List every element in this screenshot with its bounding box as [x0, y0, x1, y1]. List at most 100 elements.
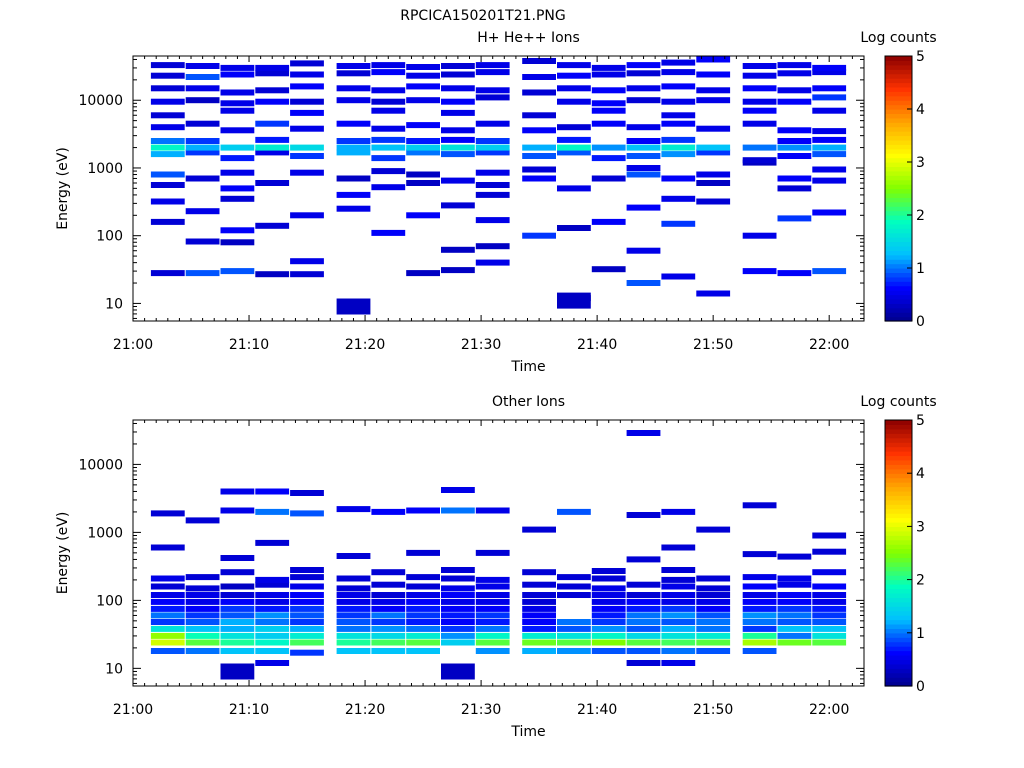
colorbar-segment — [885, 544, 912, 550]
heatmap-cell — [777, 153, 812, 159]
heatmap-cell — [777, 639, 812, 646]
heatmap-cell — [220, 598, 255, 605]
y-axis-label: Energy (eV) — [55, 512, 71, 595]
colorbar-segment — [885, 619, 912, 625]
heatmap-cell — [336, 298, 371, 315]
colorbar-segment — [885, 464, 912, 470]
colorbar-segment — [885, 312, 912, 318]
heatmap-cell — [441, 85, 475, 92]
heatmap-cell — [185, 585, 220, 592]
heatmap-cell — [696, 625, 731, 632]
heatmap-cell — [661, 583, 696, 590]
heatmap-cell — [777, 98, 812, 105]
heatmap-cell — [696, 605, 731, 612]
heatmap-cell — [150, 612, 185, 619]
heatmap-cell — [475, 583, 510, 590]
colorbar-segment — [885, 268, 912, 274]
heatmap-cell — [742, 612, 777, 619]
heatmap-cell — [742, 619, 777, 625]
heatmap-cell — [661, 136, 696, 143]
colorbar-segment — [885, 166, 912, 172]
colorbar-tick-label: 5 — [916, 413, 925, 429]
heatmap-cell — [626, 648, 661, 654]
heatmap-cell — [220, 195, 255, 202]
colorbar-segment — [885, 148, 912, 154]
heatmap-cell — [812, 128, 847, 135]
heatmap-cell — [742, 605, 777, 612]
colorbar-frame — [884, 55, 913, 322]
heatmap-cell — [626, 85, 661, 92]
heatmap-cell — [441, 63, 475, 69]
heatmap-cell — [557, 136, 591, 143]
heatmap-cell — [255, 180, 290, 186]
heatmap-cell — [255, 632, 290, 639]
heatmap-cell — [591, 144, 626, 151]
heatmap-cell — [522, 619, 556, 625]
heatmap-cell — [290, 649, 324, 656]
heatmap-cell — [557, 592, 591, 598]
colorbar-segment — [885, 237, 912, 243]
colorbar-segment — [885, 135, 912, 141]
heatmap-cell — [777, 270, 812, 277]
heatmap-cell — [336, 70, 371, 77]
heatmap-cell — [336, 553, 371, 559]
heatmap-cell — [336, 598, 371, 605]
colorbar-segment — [885, 272, 912, 278]
heatmap-cell — [371, 605, 406, 612]
colorbar-segment — [885, 451, 912, 457]
heatmap-cell — [185, 605, 220, 612]
x-tick-label: 22:00 — [809, 337, 849, 353]
heatmap-cell — [742, 268, 777, 275]
heatmap-cell — [371, 87, 406, 94]
colorbar-segment — [885, 82, 912, 88]
heatmap-cell — [220, 107, 255, 114]
heatmap-cell — [557, 648, 591, 654]
heatmap-cell — [475, 94, 510, 101]
heatmap-cell — [777, 127, 812, 134]
heatmap-cell — [591, 598, 626, 605]
heatmap-cell — [290, 510, 324, 517]
heatmap-cell — [742, 639, 777, 646]
heatmap-cell — [290, 639, 324, 646]
heatmap-cell — [696, 575, 731, 582]
heatmap-cell — [522, 166, 556, 173]
heatmap-cell — [290, 583, 324, 590]
heatmap-cell — [441, 202, 475, 209]
heatmap-cell — [661, 632, 696, 639]
heatmap-cell — [220, 583, 255, 590]
heatmap-cell — [371, 632, 406, 639]
colorbar-segment — [885, 170, 912, 176]
heatmap-cell — [406, 97, 440, 104]
heatmap-cell — [336, 85, 371, 92]
heatmap-cell — [661, 619, 696, 625]
heatmap-cell — [661, 605, 696, 612]
colorbar-segment — [885, 606, 912, 612]
heatmap-cell — [557, 185, 591, 192]
heatmap-cell — [290, 153, 324, 159]
heatmap-cell — [441, 144, 475, 151]
heatmap-cell — [522, 58, 556, 64]
heatmap-cell — [220, 612, 255, 619]
heatmap-cell — [255, 619, 290, 625]
colorbar-segment — [885, 433, 912, 439]
heatmap-cell — [336, 63, 371, 69]
colorbar-segment — [885, 495, 912, 501]
heatmap-cell — [441, 632, 475, 639]
heatmap-cell — [696, 632, 731, 639]
colorbar-segment — [885, 259, 912, 265]
heatmap-cell — [557, 124, 591, 131]
heatmap-cell — [150, 583, 185, 590]
heatmap-cell — [255, 508, 290, 515]
heatmap-cell — [626, 639, 661, 646]
heatmap-cell — [406, 270, 440, 277]
colorbar-segment — [885, 420, 912, 426]
heatmap-cell — [290, 619, 324, 625]
heatmap-cell — [696, 97, 731, 104]
colorbar-tick-label: 5 — [916, 49, 925, 65]
y-tick-label: 10000 — [78, 93, 123, 109]
heatmap-cell — [255, 488, 290, 495]
heatmap-cell — [255, 222, 290, 229]
heatmap-cell — [591, 71, 626, 78]
colorbar-segment — [885, 517, 912, 523]
colorbar-segment — [885, 442, 912, 448]
